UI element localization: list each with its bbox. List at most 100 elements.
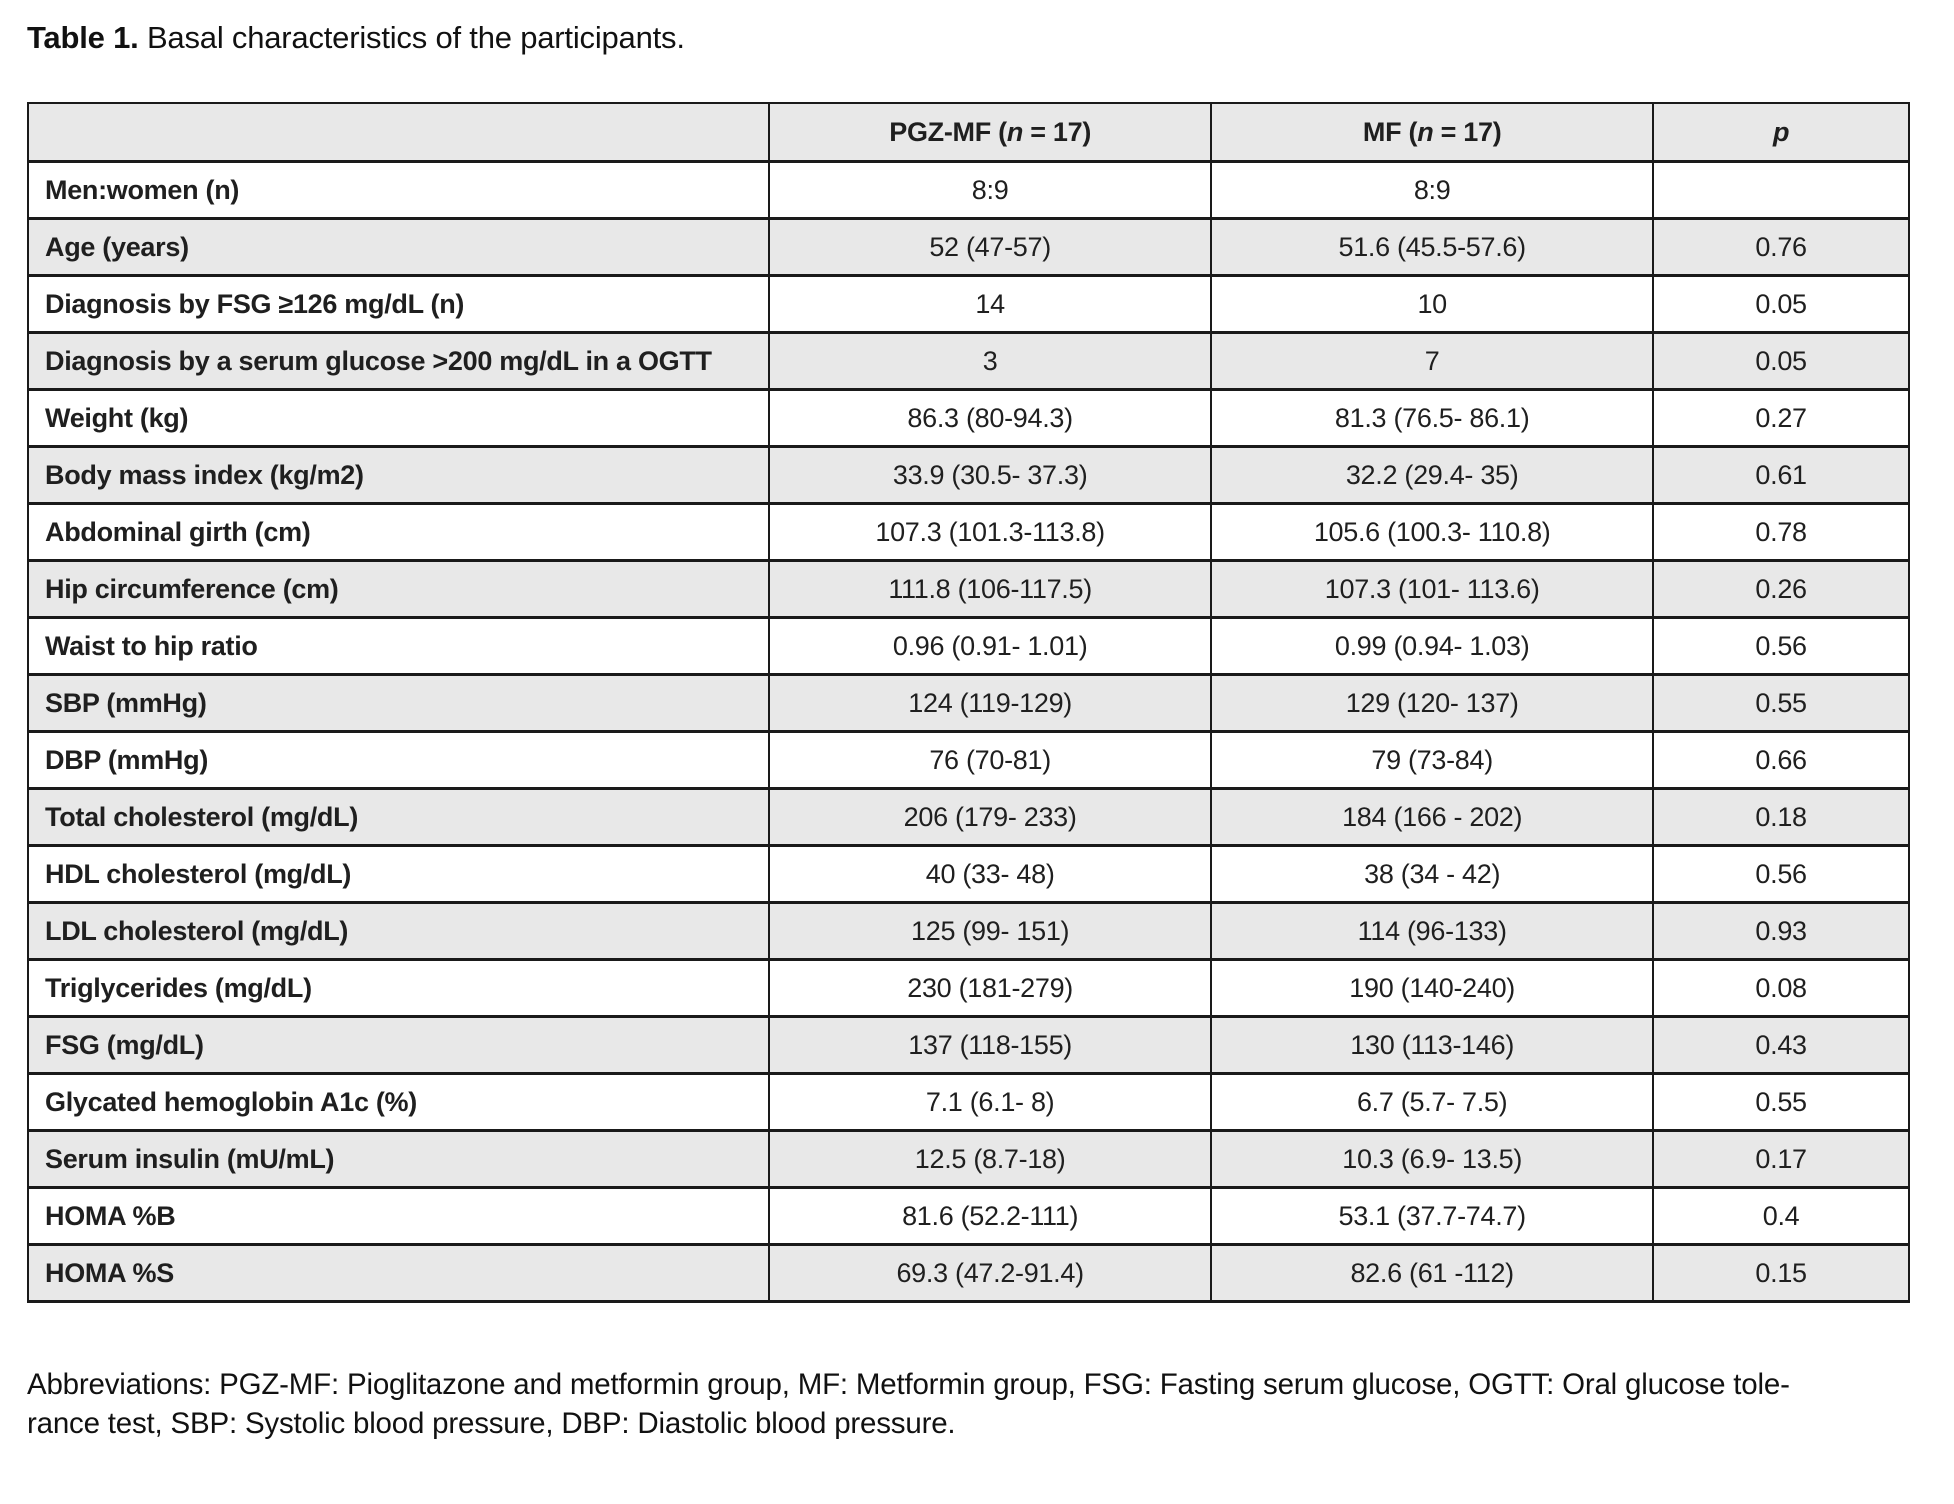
row-label-cell: Diagnosis by FSG ≥126 mg/dL (n) (26, 274, 771, 334)
mf-value-cell: 53.1 (37.7-74.7) (1210, 1186, 1655, 1246)
mf-value-cell: 130 (113-146) (1210, 1015, 1655, 1075)
mf-value-cell: 6.7 (5.7- 7.5) (1210, 1072, 1655, 1132)
table-row: Men:women (n) 8:9 8:9 (26, 160, 1910, 220)
table-header: PGZ-MF (n = 17) MF (n = 17) p (26, 102, 1910, 163)
table-row: Triglycerides (mg/dL) 230 (181-279) 190 (1… (26, 958, 1910, 1018)
row-label-cell: Glycated hemoglobin A1c (%) (26, 1072, 771, 1132)
mf-value-cell: 129 (120- 137) (1210, 673, 1655, 733)
p-value-cell: 0.55 (1652, 1072, 1910, 1132)
pgz-mf-value-cell: 230 (181-279) (768, 958, 1213, 1018)
pgz-mf-value-cell: 40 (33- 48) (768, 844, 1213, 904)
p-value-cell: 0.78 (1652, 502, 1910, 562)
header-text-segment: PGZ-MF ( (889, 116, 1007, 147)
mf-value-cell: 38 (34 - 42) (1210, 844, 1655, 904)
mf-value-cell: 10 (1210, 274, 1655, 334)
table-row: Serum insulin (mU/mL) 12.5 (8.7-18) 10.3 (… (26, 1129, 1910, 1189)
row-label-cell: FSG (mg/dL) (26, 1015, 771, 1075)
table-row: Waist to hip ratio 0.96 (0.91- 1.01) 0.99 … (26, 616, 1910, 676)
pgz-mf-value-cell: 206 (179- 233) (768, 787, 1213, 847)
row-label-cell: Hip circumference (cm) (26, 559, 771, 619)
mf-value-cell: 82.6 (61 -112) (1210, 1243, 1655, 1303)
row-label-cell: Men:women (n) (26, 160, 771, 220)
table-row: Hip circumference (cm) 111.8 (106-117.5) 1… (26, 559, 1910, 619)
p-value-cell: 0.4 (1652, 1186, 1910, 1246)
mf-value-cell: 81.3 (76.5- 86.1) (1210, 388, 1655, 448)
mf-value-cell: 184 (166 - 202) (1210, 787, 1655, 847)
mf-value-cell: 114 (96-133) (1210, 901, 1655, 961)
p-value-cell: 0.15 (1652, 1243, 1910, 1303)
p-value-cell: 0.27 (1652, 388, 1910, 448)
table-row: Diagnosis by FSG ≥126 mg/dL (n) 14 10 0.05 (26, 274, 1910, 334)
p-value-cell: 0.05 (1652, 274, 1910, 334)
table-caption-text: Basal characteristics of the participant… (138, 20, 685, 55)
pgz-mf-value-cell: 3 (768, 331, 1213, 391)
pgz-mf-value-cell: 125 (99- 151) (768, 901, 1213, 961)
empty-corner-header (26, 102, 771, 163)
pgz-mf-column-header: PGZ-MF (n = 17) (768, 102, 1213, 163)
pgz-mf-value-cell: 33.9 (30.5- 37.3) (768, 445, 1213, 505)
abbreviations-note: Abbreviations: PGZ-MF: Pioglitazone and … (27, 1365, 1927, 1443)
p-value-cell: 0.56 (1652, 616, 1910, 676)
p-value-cell: 0.43 (1652, 1015, 1910, 1075)
header-text-segment: p (1772, 116, 1790, 147)
row-label-cell: Body mass index (kg/m2) (26, 445, 771, 505)
pgz-mf-value-cell: 81.6 (52.2-111) (768, 1186, 1213, 1246)
row-label-cell: Triglycerides (mg/dL) (26, 958, 771, 1018)
mf-value-cell: 107.3 (101- 113.6) (1210, 559, 1655, 619)
mf-value-cell: 105.6 (100.3- 110.8) (1210, 502, 1655, 562)
table-row: Body mass index (kg/m2) 33.9 (30.5- 37.3)… (26, 445, 1910, 505)
row-label-cell: Serum insulin (mU/mL) (26, 1129, 771, 1189)
p-value-cell: 0.66 (1652, 730, 1910, 790)
row-label-cell: Weight (kg) (26, 388, 771, 448)
row-label-cell: DBP (mmHg) (26, 730, 771, 790)
p-value-cell: 0.26 (1652, 559, 1910, 619)
header-text-segment: = 17) (1433, 116, 1502, 147)
table-row: HOMA %S 69.3 (47.2-91.4) 82.6 (61 -112) 0.1… (26, 1243, 1910, 1303)
table-number-label: Table 1. (27, 20, 139, 55)
mf-value-cell: 190 (140-240) (1210, 958, 1655, 1018)
table-row: HDL cholesterol (mg/dL) 40 (33- 48) 38 (34… (26, 844, 1910, 904)
mf-value-cell: 79 (73-84) (1210, 730, 1655, 790)
pgz-mf-value-cell: 124 (119-129) (768, 673, 1213, 733)
pgz-mf-value-cell: 137 (118-155) (768, 1015, 1213, 1075)
pgz-mf-value-cell: 7.1 (6.1- 8) (768, 1072, 1213, 1132)
p-value-cell: 0.61 (1652, 445, 1910, 505)
mf-value-cell: 51.6 (45.5-57.6) (1210, 217, 1655, 277)
p-value-cell (1652, 160, 1910, 220)
header-text-segment: n (1006, 116, 1024, 147)
table-row: Total cholesterol (mg/dL) 206 (179- 233) 1… (26, 787, 1910, 847)
abbreviations-line-2: rance test, SBP: Systolic blood pressure… (27, 1407, 956, 1440)
table-row: Glycated hemoglobin A1c (%) 7.1 (6.1- 8) 6… (26, 1072, 1910, 1132)
p-value-cell: 0.76 (1652, 217, 1910, 277)
page: Table 1. Basal characteristics of the pa… (26, 20, 1927, 1443)
mf-column-header: MF (n = 17) (1210, 102, 1655, 163)
row-label-cell: Waist to hip ratio (26, 616, 771, 676)
abbreviations-line-1: Abbreviations: PGZ-MF: Pioglitazone and … (27, 1368, 1790, 1401)
row-label-cell: LDL cholesterol (mg/dL) (26, 901, 771, 961)
header-row: PGZ-MF (n = 17) MF (n = 17) p (26, 102, 1910, 163)
row-label-cell: Age (years) (26, 217, 771, 277)
p-value-cell: 0.08 (1652, 958, 1910, 1018)
pgz-mf-value-cell: 69.3 (47.2-91.4) (768, 1243, 1213, 1303)
table-body: Men:women (n) 8:9 8:9 Age (years) 52 (47-57)… (26, 160, 1910, 1303)
basal-characteristics-table: PGZ-MF (n = 17) MF (n = 17) p Men:women (n… (26, 102, 1910, 1303)
pgz-mf-value-cell: 52 (47-57) (768, 217, 1213, 277)
table-row: SBP (mmHg) 124 (119-129) 129 (120- 137) 0.5… (26, 673, 1910, 733)
row-label-cell: Abdominal girth (cm) (26, 502, 771, 562)
table-row: Weight (kg) 86.3 (80-94.3) 81.3 (76.5- 86.… (26, 388, 1910, 448)
row-label-cell: HOMA %S (26, 1243, 771, 1303)
mf-value-cell: 8:9 (1210, 160, 1655, 220)
table-row: DBP (mmHg) 76 (70-81) 79 (73-84) 0.66 (26, 730, 1910, 790)
p-value-cell: 0.93 (1652, 901, 1910, 961)
table-row: FSG (mg/dL) 137 (118-155) 130 (113-146) 0.4… (26, 1015, 1910, 1075)
table-row: Age (years) 52 (47-57) 51.6 (45.5-57.6) 0.7… (26, 217, 1910, 277)
mf-value-cell: 0.99 (0.94- 1.03) (1210, 616, 1655, 676)
pgz-mf-value-cell: 12.5 (8.7-18) (768, 1129, 1213, 1189)
row-label-cell: HDL cholesterol (mg/dL) (26, 844, 771, 904)
mf-value-cell: 7 (1210, 331, 1655, 391)
pgz-mf-value-cell: 76 (70-81) (768, 730, 1213, 790)
header-text-segment: MF ( (1362, 116, 1418, 147)
table-row: Diagnosis by a serum glucose >200 mg/dL … (26, 331, 1910, 391)
p-value-cell: 0.56 (1652, 844, 1910, 904)
row-label-cell: HOMA %B (26, 1186, 771, 1246)
